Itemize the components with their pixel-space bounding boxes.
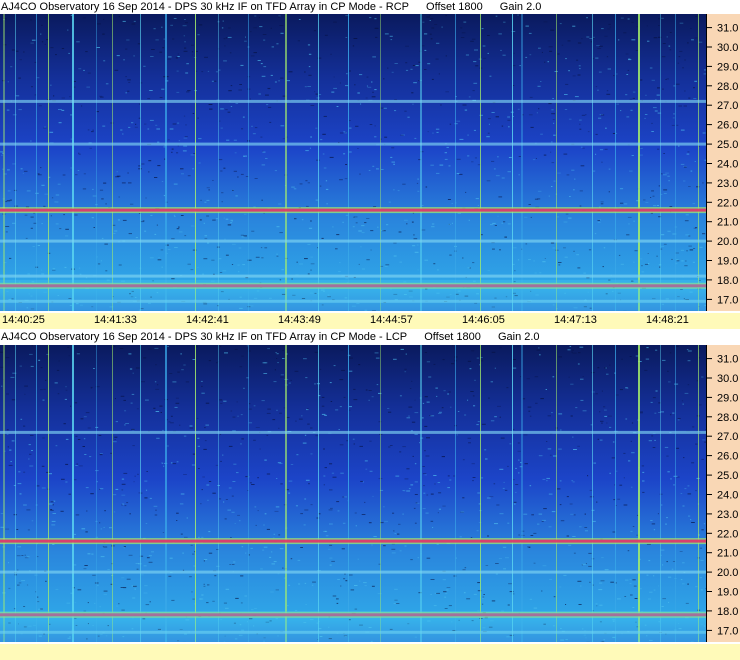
y-tick-label: 18.0 [717,275,738,287]
offset-label: Offset 1800 [426,1,483,13]
gain-label: Gain 2.0 [499,1,542,13]
y-tick-label: 26.0 [717,451,738,463]
x-tick-label: 14:41:33 [94,314,137,326]
y-tick-label: 31.0 [717,354,738,366]
y-tick-label: 23.0 [717,509,738,521]
strong-band [0,611,706,618]
medium-band [0,239,706,243]
y-tick-label: 30.0 [717,42,738,54]
x-tick-label: 14:46:05 [462,314,505,326]
strong-band [0,538,706,545]
y-tick-label: 19.0 [717,587,738,599]
medium-band [0,142,706,146]
y-tick-label: 20.0 [717,567,738,579]
noise-speckle [0,14,706,311]
spectrogram-lcp[interactable] [0,345,706,642]
y-tick-label: 20.0 [717,236,738,248]
panel-title-rcp: AJ4CO Observatory 16 Sep 2014 - DPS 30 k… [0,0,541,14]
x-tick-label: 14:42:41 [186,314,229,326]
y-tick-label: 29.0 [717,61,738,73]
y-tick-label: 28.0 [717,412,738,424]
low-frequency-region [0,610,706,642]
spectrogram-rcp[interactable] [0,14,706,311]
y-tick-label: 18.0 [717,606,738,618]
x-tick-label: 14:43:49 [278,314,321,326]
time-axis: 14:40:25 14:41:33 14:42:41 14:43:49 14:44:57… [0,313,740,329]
medium-band [0,630,706,634]
medium-band [0,99,706,103]
interference-lines [3,14,699,311]
bottom-strip [0,644,740,660]
offset-label: Offset 1800 [424,331,481,343]
frequency-axis-lcp: 31.0 30.0 29.0 28.0 27.0 26.0 25.0 24.0 23.0 22.0… [706,345,740,642]
y-tick-label: 27.0 [717,431,738,443]
y-tick-label: 29.0 [717,392,738,404]
y-tick-label: 17.0 [717,625,738,637]
spectrogram-background [0,14,706,311]
y-tick-label: 30.0 [717,373,738,385]
medium-band [0,299,706,303]
y-tick-label: 21.0 [717,548,738,560]
x-tick-label: 14:47:13 [554,314,597,326]
y-tick-label: 21.0 [717,217,738,229]
y-tick-label: 27.0 [717,100,738,112]
y-tick-label: 23.0 [717,178,738,190]
low-frequency-region [0,279,706,311]
x-tick-label: 14:40:25 [2,314,45,326]
y-tick-label: 31.0 [717,23,738,35]
gain-label: Gain 2.0 [497,331,540,343]
x-tick-label: 14:44:57 [370,314,413,326]
y-tick-label: 22.0 [717,528,738,540]
medium-band [0,274,706,278]
y-tick-label: 25.0 [717,139,738,151]
y-tick-label: 17.0 [717,294,738,306]
panel-title-text: AJ4CO Observatory 16 Sep 2014 - DPS 30 k… [1,331,408,343]
spectrogram-background [0,345,706,642]
y-tick-label: 22.0 [717,197,738,209]
interference-lines [3,345,699,642]
y-tick-label: 25.0 [717,470,738,482]
strong-band [0,282,706,289]
y-tick-label: 24.0 [717,159,738,171]
y-tick-label: 24.0 [717,490,738,502]
y-tick-label: 19.0 [717,256,738,268]
frequency-axis-rcp: 31.0 30.0 29.0 28.0 27.0 26.0 25.0 24.0 23.0 22.0… [706,14,740,311]
panel-title-text: AJ4CO Observatory 16 Sep 2014 - DPS 30 k… [1,1,409,13]
y-tick-label: 28.0 [717,81,738,93]
medium-band [0,430,706,434]
panel-title-lcp: AJ4CO Observatory 16 Sep 2014 - DPS 30 k… [0,330,540,344]
medium-band [0,570,706,574]
x-tick-label: 14:48:21 [646,314,689,326]
strong-band [0,207,706,214]
y-tick-label: 26.0 [717,120,738,132]
